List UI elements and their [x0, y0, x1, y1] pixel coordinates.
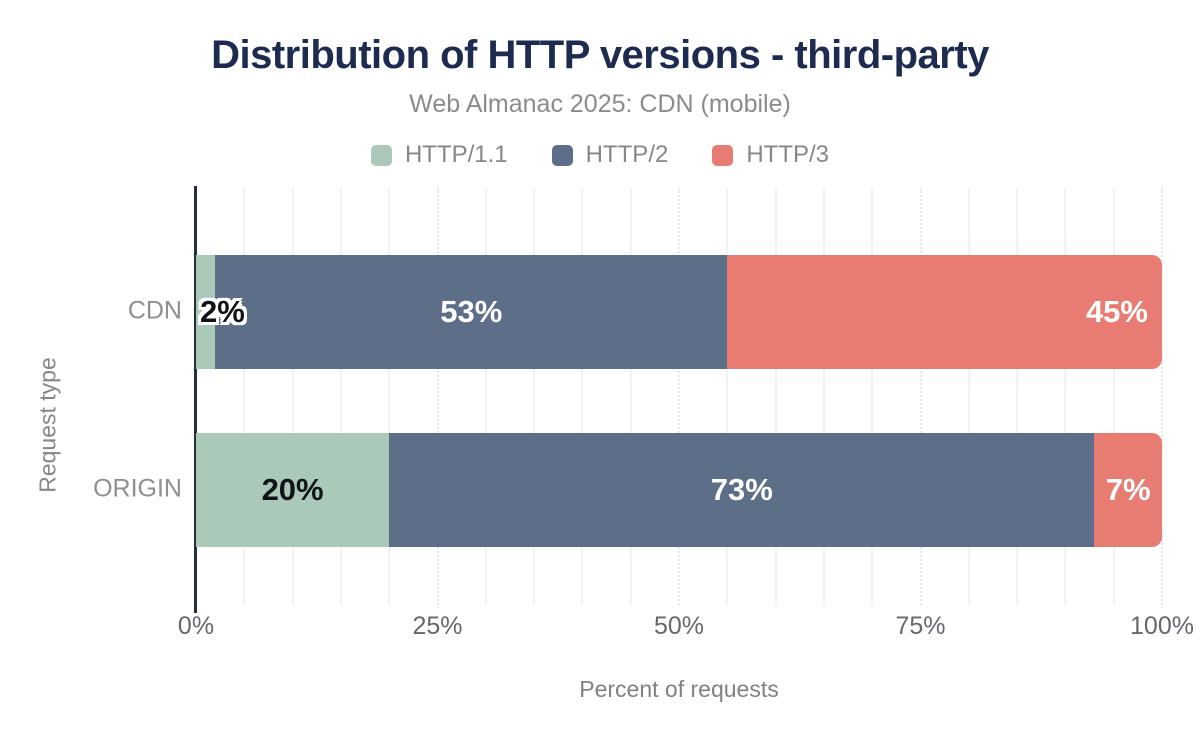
- gridline-35: [533, 188, 536, 605]
- gridline-55: [726, 188, 729, 605]
- legend-item-http2[interactable]: HTTP/2: [551, 141, 669, 169]
- gridline-75: [919, 188, 922, 605]
- gridline-70: [871, 188, 874, 605]
- gridline-60: [774, 188, 777, 605]
- segment-cdn-http3: 45%: [727, 255, 1162, 369]
- gridline-95: [1112, 188, 1115, 605]
- gridline-50: [678, 188, 680, 605]
- gridline-40: [581, 188, 584, 605]
- value-label-cdn-http2: 53%: [440, 294, 503, 329]
- gridline-65: [822, 188, 825, 605]
- value-label-origin-http3: 7%: [1105, 472, 1151, 507]
- x-tick-label-25: 25%: [412, 612, 463, 640]
- x-axis-title: Percent of requests: [579, 676, 779, 702]
- gridline-25: [436, 188, 439, 605]
- y-axis-line: [194, 186, 197, 613]
- legend-swatch-icon: [712, 144, 734, 166]
- gridline-5: [243, 188, 246, 605]
- x-tick-label-100: 100%: [1130, 612, 1194, 640]
- segment-origin-http11: 20%: [196, 433, 390, 547]
- gridline-80: [967, 188, 970, 605]
- legend: HTTP/1.1 HTTP/2 HTTP/3: [0, 141, 1200, 169]
- value-label-cdn-http11: 2%: [200, 294, 245, 329]
- chart-title: Distribution of HTTP versions - third-pa…: [211, 33, 989, 77]
- gridline-90: [1064, 188, 1067, 605]
- segment-origin-http2: 73%: [389, 433, 1095, 547]
- legend-label: HTTP/2: [585, 141, 669, 168]
- legend-label: HTTP/1.1: [404, 141, 508, 168]
- x-tick-label-75: 75%: [895, 612, 946, 640]
- value-label-origin-http11: 20%: [261, 472, 324, 507]
- bar-origin: 20% 73% 7%: [196, 433, 1162, 547]
- x-axis-ticks: 0% 25% 50% 75% 100%: [178, 612, 1194, 642]
- legend-swatch-icon: [370, 144, 392, 166]
- legend-item-http3[interactable]: HTTP/3: [712, 141, 829, 169]
- chart-subtitle: Web Almanac 2025: CDN (mobile): [409, 90, 791, 118]
- gridline-45: [629, 188, 632, 605]
- gridline-10: [291, 188, 294, 605]
- value-label-origin-http2: 73%: [710, 472, 773, 507]
- bar-cdn: 2% 53% 45%: [196, 255, 1162, 369]
- gridline-15: [339, 188, 342, 605]
- x-tick-label-0: 0%: [177, 612, 215, 640]
- gridline-20: [388, 188, 391, 605]
- gridline-100: [1161, 188, 1163, 605]
- plot-area: 2% 53% 45% 20% 73% 7%: [196, 188, 1163, 605]
- category-label-origin: ORIGIN: [93, 474, 182, 503]
- value-label-cdn-http3: 45%: [1085, 294, 1148, 329]
- legend-label: HTTP/3: [746, 141, 830, 168]
- y-axis-title: Request type: [34, 357, 61, 493]
- gridline-85: [1016, 188, 1019, 605]
- segment-cdn-http11: 2%: [196, 255, 245, 369]
- category-label-cdn: CDN: [127, 296, 182, 325]
- segment-cdn-http2: 53%: [215, 255, 728, 369]
- legend-item-http11[interactable]: HTTP/1.1: [370, 141, 508, 169]
- x-tick-label-50: 50%: [653, 612, 705, 640]
- gridline-30: [484, 188, 487, 605]
- legend-swatch-icon: [551, 144, 573, 166]
- segment-origin-http3: 7%: [1094, 433, 1162, 547]
